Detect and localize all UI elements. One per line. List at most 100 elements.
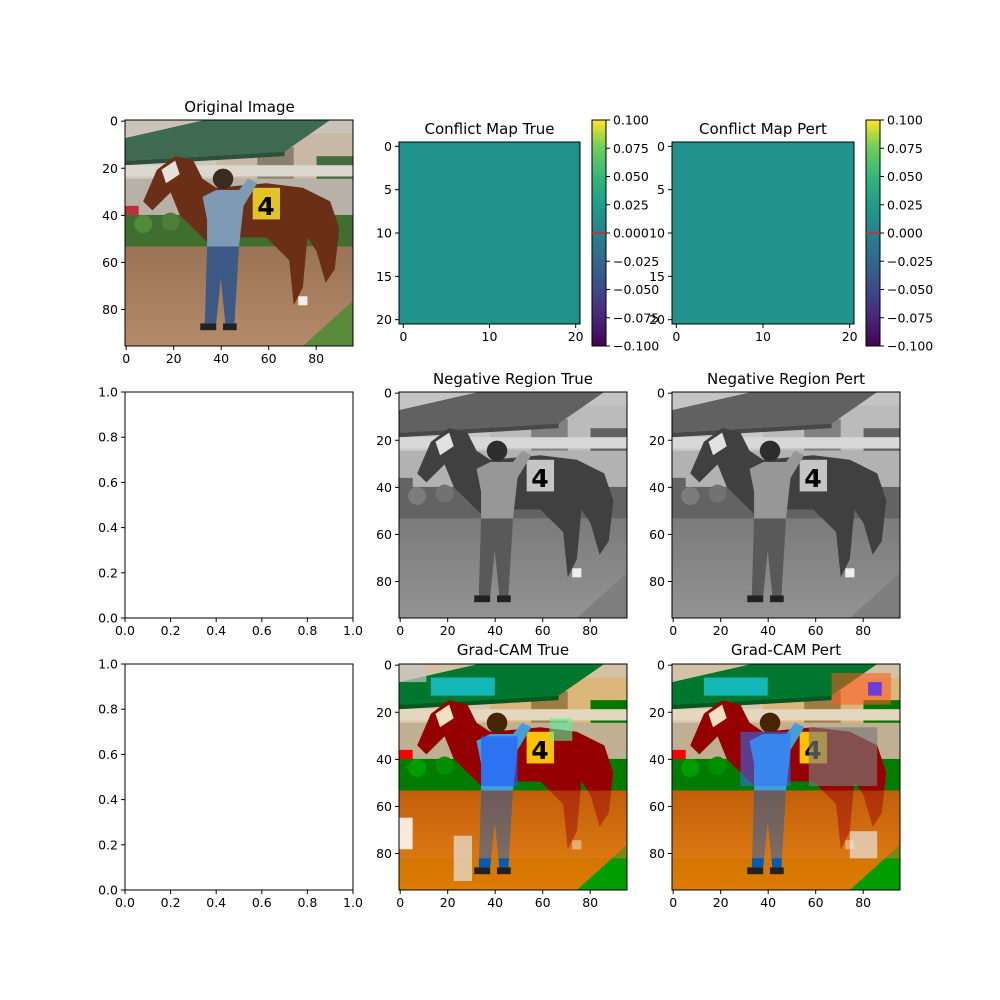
- panel-title: Conflict Map True: [425, 120, 555, 138]
- axis-ticks: 0 20 40 60 80 0 20 40 60 80: [376, 658, 598, 910]
- y-tick-label: 20: [649, 705, 665, 720]
- y-tick-label: 60: [102, 255, 118, 270]
- x-tick-label: 0: [669, 895, 677, 910]
- y-tick-label: 0: [657, 139, 665, 154]
- y-tick-label: 0: [384, 139, 392, 154]
- y-tick-label: 20: [649, 433, 665, 448]
- panel-grad-cam-true: Grad-CAM True 0 20 40 60 80 0 20 40 60 80: [376, 641, 628, 910]
- x-tick-label: 0: [396, 895, 404, 910]
- x-tick-label: 20: [568, 329, 584, 344]
- colorbar-tick-label: −0.075: [887, 310, 933, 325]
- y-tick-label: 0.4: [98, 520, 118, 535]
- colorbar-tick-label: 0.000: [613, 226, 649, 241]
- panel-negative-region-pert: Negative Region Pert 0 20 40 60 80 0 20 40 60 80: [649, 370, 901, 638]
- y-tick-label: 20: [376, 705, 392, 720]
- y-tick-label: 15: [649, 269, 665, 284]
- y-tick-label: 0: [657, 386, 665, 401]
- y-tick-label: 0.0: [98, 883, 118, 898]
- colorbar-ticks: 0.100 0.075 0.050 0.025 0.000 −0.025 −0.050 −0.…: [880, 113, 933, 354]
- x-tick-label: 0: [399, 329, 407, 344]
- x-tick-label: 10: [755, 329, 771, 344]
- y-tick-label: 40: [102, 208, 118, 223]
- grad-cam-true-image: [399, 664, 627, 890]
- colorbar-tick-label: −0.025: [613, 254, 659, 269]
- y-tick-label: 0.8: [98, 430, 118, 445]
- x-tick-label: 0: [396, 623, 404, 638]
- y-tick-label: 1.0: [98, 657, 118, 672]
- y-tick-label: 0: [110, 114, 118, 129]
- panel-title: Negative Region Pert: [707, 370, 865, 388]
- panel-grad-cam-pert: Grad-CAM Pert 0 20 40 60 80 0 20 40 60 80: [649, 641, 901, 910]
- colorbar-ticks: 0.100 0.075 0.050 0.025 0.000 −0.025 −0.050 −0.…: [606, 113, 659, 354]
- x-tick-label: 40: [487, 623, 503, 638]
- x-tick-label: 60: [535, 895, 551, 910]
- original-image: [125, 120, 353, 346]
- x-tick-label: 60: [808, 623, 824, 638]
- panel-conflict-map-pert: Conflict Map Pert 0 10 20 0 5 10 15 20: [649, 120, 858, 344]
- axis-ticks: 0 10 20 0 5 10 15 20: [649, 139, 858, 344]
- colorbar-tick-label: 0.100: [613, 113, 649, 128]
- y-tick-label: 20: [376, 433, 392, 448]
- x-tick-label: 0: [672, 329, 680, 344]
- x-tick-label: 1.0: [343, 895, 363, 910]
- x-tick-label: 0: [122, 351, 130, 366]
- panel-title: Grad-CAM Pert: [731, 641, 841, 659]
- grad-cam-pert-image: [672, 664, 900, 890]
- x-tick-label: 20: [713, 623, 729, 638]
- y-tick-label: 20: [376, 312, 392, 327]
- axis-ticks: 0 20 40 60 80 0 20 40 60 80: [649, 658, 871, 910]
- y-tick-label: 60: [376, 527, 392, 542]
- y-tick-label: 5: [657, 182, 665, 197]
- y-tick-label: 40: [649, 480, 665, 495]
- y-tick-label: 60: [376, 799, 392, 814]
- axis-ticks: 0 20 40 60 80 0 20 40 60 80: [102, 114, 324, 366]
- panel-conflict-map-true: Conflict Map True 0 10 20 0 5 10 15 20: [376, 120, 584, 344]
- x-tick-label: 0.8: [297, 895, 317, 910]
- y-tick-label: 10: [649, 226, 665, 241]
- panel-title: Negative Region True: [433, 370, 593, 388]
- x-tick-label: 20: [440, 895, 456, 910]
- colorbar-tick-label: −0.100: [887, 339, 933, 354]
- conflict-map-pert-heatmap: [672, 142, 854, 324]
- y-tick-label: 0: [384, 658, 392, 673]
- y-tick-label: 20: [102, 161, 118, 176]
- x-tick-label: 60: [261, 351, 277, 366]
- colorbar-tick-label: −0.075: [613, 310, 659, 325]
- y-tick-label: 80: [376, 846, 392, 861]
- x-tick-label: 20: [713, 895, 729, 910]
- x-tick-label: 0.6: [252, 895, 272, 910]
- x-tick-label: 0.0: [115, 623, 135, 638]
- x-tick-label: 0.2: [161, 895, 181, 910]
- y-tick-label: 0: [384, 386, 392, 401]
- x-tick-label: 20: [440, 623, 456, 638]
- x-tick-label: 0.4: [206, 895, 226, 910]
- x-tick-label: 40: [213, 351, 229, 366]
- colorbar-tick-label: 0.050: [887, 169, 923, 184]
- y-tick-label: 80: [102, 302, 118, 317]
- y-tick-label: 0: [657, 658, 665, 673]
- panel-empty-2: 0.0 0.2 0.4 0.6 0.8 1.0 0.0 0.2 0.4 0.6 0.8 1.0: [98, 657, 363, 911]
- x-tick-label: 0: [669, 623, 677, 638]
- axis-ticks: 0.0 0.2 0.4 0.6 0.8 1.0 0.0 0.2 0.4 0.6 0.8 1.0: [98, 385, 363, 639]
- colorbar-tick-label: 0.050: [613, 169, 649, 184]
- x-tick-label: 80: [308, 351, 324, 366]
- axis-ticks: 0 20 40 60 80 0 20 40 60 80: [376, 386, 598, 638]
- x-tick-label: 60: [535, 623, 551, 638]
- x-tick-label: 10: [482, 329, 498, 344]
- y-tick-label: 0.2: [98, 565, 118, 580]
- colorbar-tick-label: 0.025: [887, 197, 923, 212]
- axis-ticks: 0.0 0.2 0.4 0.6 0.8 1.0 0.0 0.2 0.4 0.6 0.8 1.0: [98, 657, 363, 911]
- y-tick-label: 0.6: [98, 747, 118, 762]
- panel-title: Grad-CAM True: [457, 641, 569, 659]
- colorbar-tick-label: 0.075: [887, 141, 923, 156]
- x-tick-label: 0.6: [252, 623, 272, 638]
- y-tick-label: 20: [649, 312, 665, 327]
- x-tick-label: 40: [760, 623, 776, 638]
- panel-empty-1: 0.0 0.2 0.4 0.6 0.8 1.0 0.0 0.2 0.4 0.6 0.8 1.0: [98, 385, 363, 639]
- x-tick-label: 0.2: [161, 623, 181, 638]
- x-tick-label: 20: [842, 329, 858, 344]
- x-tick-label: 40: [487, 895, 503, 910]
- y-tick-label: 0.2: [98, 837, 118, 852]
- y-tick-label: 80: [649, 574, 665, 589]
